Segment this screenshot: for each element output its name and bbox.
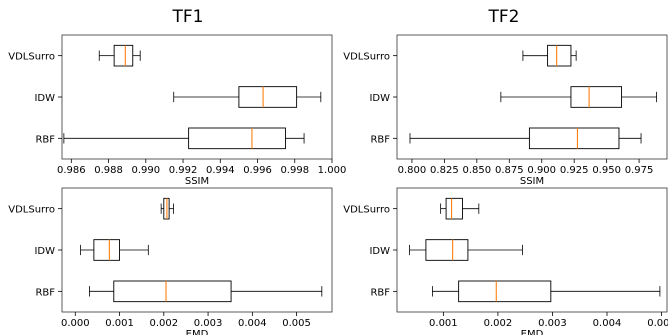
- box-vdlsurro: [440, 197, 480, 220]
- x-tick-label: 0.003: [194, 318, 223, 329]
- box-vdlsurro: [98, 44, 141, 67]
- x-tick-label: 0.975: [625, 165, 654, 176]
- box-idw: [500, 86, 658, 108]
- x-tick-label: 0.875: [495, 165, 524, 176]
- y-tick-label: IDW: [369, 246, 390, 257]
- x-tick-label: 0.994: [206, 165, 235, 176]
- x-tick-label: 0.900: [527, 165, 556, 176]
- iqr-box: [547, 44, 572, 67]
- iqr-box: [113, 44, 134, 67]
- x-axis-label: EMD: [521, 329, 544, 335]
- x-tick-label: 0.004: [238, 318, 267, 329]
- y-tick-label: IDW: [34, 246, 55, 257]
- x-axis-label: SSIM: [185, 176, 209, 187]
- box-vdlsurro: [160, 197, 174, 220]
- y-tick-label: IDW: [369, 93, 390, 104]
- x-tick-label: 0.992: [169, 165, 198, 176]
- axes-frame: [61, 187, 333, 313]
- y-tick-label: IDW: [34, 93, 55, 104]
- iqr-box: [570, 86, 623, 108]
- box-rbf: [432, 280, 661, 303]
- iqr-box: [188, 127, 286, 150]
- y-tick-label: VDLSurro: [8, 52, 55, 63]
- x-tick-label: 0.990: [131, 165, 160, 176]
- boxplot-panel-4: VDLSurro IDW RBF 0.001 0.002 0.003 0.004 0.005 E…: [343, 187, 668, 335]
- iqr-box: [528, 127, 620, 150]
- x-tick-label: 0.950: [592, 165, 621, 176]
- x-tick-label: 0.825: [430, 165, 459, 176]
- box-vdlsurro: [522, 44, 577, 67]
- iqr-box: [445, 197, 463, 220]
- column-title-tf1: TF1: [172, 7, 204, 27]
- x-tick-label: 0.002: [484, 318, 513, 329]
- x-tick-label: 0.001: [105, 318, 134, 329]
- y-tick-label: VDLSurro: [343, 205, 390, 216]
- x-tick-label: 0.850: [463, 165, 492, 176]
- x-tick-label: 0.003: [538, 318, 567, 329]
- boxplot-panel-1: VDLSurro IDW RBF 0.986 0.988 0.990 0.992 0.994 0…: [8, 34, 347, 187]
- x-tick-label: 0.004: [593, 318, 622, 329]
- x-axis-label: EMD: [186, 329, 209, 335]
- iqr-box: [238, 86, 298, 108]
- y-tick-label: RBF: [35, 134, 55, 145]
- boxplot-panel-3: VDLSurro IDW RBF 0.000 0.001 0.002 0.003 0.004 0…: [8, 187, 333, 335]
- x-axis-label: SSIM: [520, 176, 544, 187]
- x-tick-label: 0.996: [243, 165, 272, 176]
- x-tick-label: 0.998: [280, 165, 309, 176]
- x-tick-label: 0.800: [398, 165, 427, 176]
- x-tick-label: 1.000: [318, 165, 347, 176]
- y-tick-label: VDLSurro: [8, 205, 55, 216]
- x-tick-label: 0.001: [429, 318, 458, 329]
- x-tick-label: 0.000: [61, 318, 90, 329]
- box-rbf: [89, 280, 323, 303]
- x-tick-label: 0.988: [94, 165, 123, 176]
- iqr-box: [113, 280, 232, 303]
- y-tick-label: VDLSurro: [343, 52, 390, 63]
- x-tick-label: 0.925: [560, 165, 589, 176]
- y-tick-label: RBF: [370, 134, 390, 145]
- box-idw: [80, 239, 149, 261]
- box-rbf: [63, 127, 305, 150]
- boxplot-panel-2: VDLSurro IDW RBF 0.800 0.825 0.850 0.875 0.900 0…: [343, 34, 668, 187]
- box-rbf: [409, 127, 642, 150]
- x-tick-label: 0.005: [647, 318, 668, 329]
- x-tick-label: 0.005: [282, 318, 311, 329]
- box-idw: [173, 86, 322, 108]
- iqr-box: [93, 239, 120, 261]
- iqr-box: [458, 280, 552, 303]
- axes-frame: [396, 187, 668, 313]
- x-tick-label: 0.002: [149, 318, 178, 329]
- column-title-tf2: TF2: [488, 7, 520, 27]
- y-tick-label: RBF: [370, 287, 390, 298]
- y-tick-label: RBF: [35, 287, 55, 298]
- box-idw: [409, 239, 523, 261]
- iqr-box: [425, 239, 469, 261]
- x-tick-label: 0.986: [57, 165, 86, 176]
